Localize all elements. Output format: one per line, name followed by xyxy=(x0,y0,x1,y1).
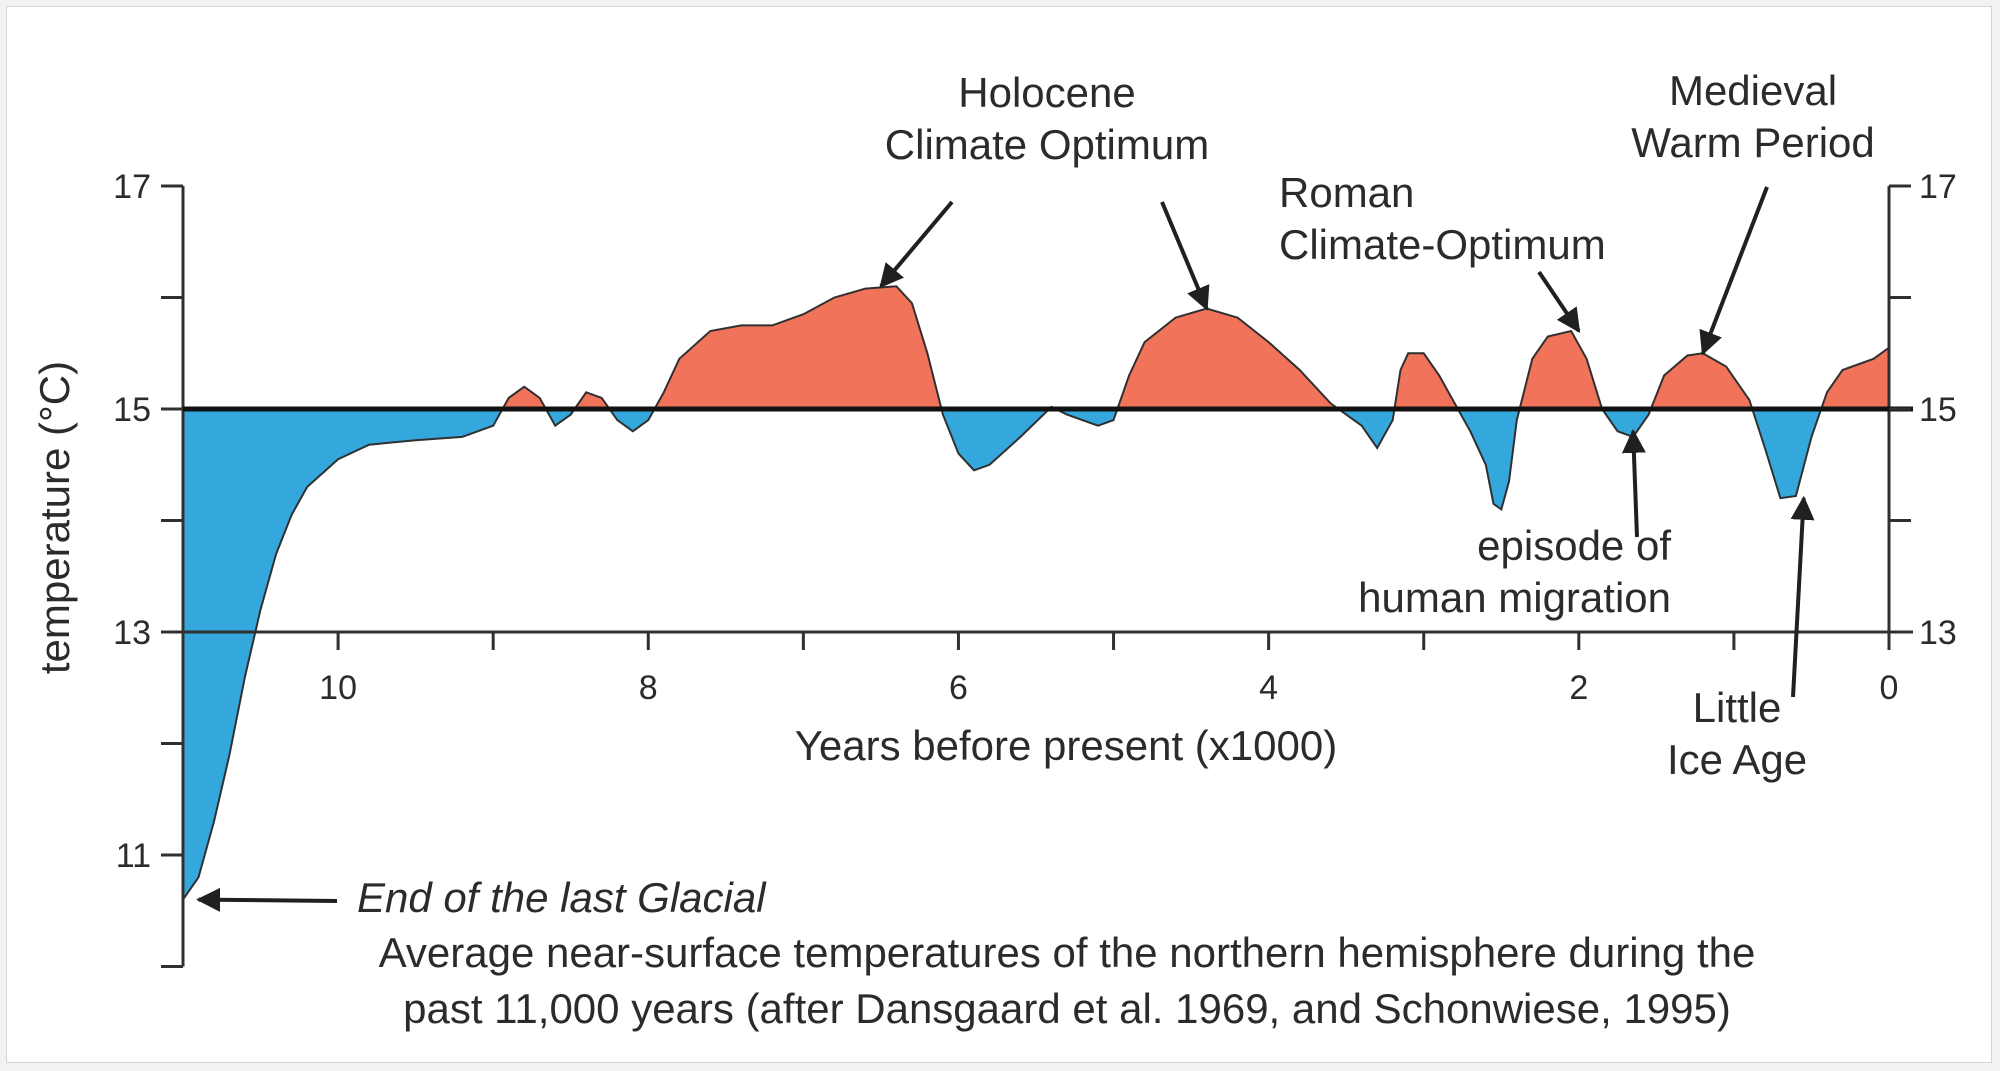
annotation-medieval: Medieval Warm Period xyxy=(1631,67,1875,166)
annotation-arrows xyxy=(196,186,1815,912)
arrow-holocene xyxy=(879,200,954,289)
y-tick-label-right: 17 xyxy=(1919,168,1957,206)
cold-area xyxy=(941,409,1050,471)
cold-area xyxy=(1055,409,1118,426)
x-tick-label: 2 xyxy=(1569,669,1588,707)
chart-ticks xyxy=(161,184,1911,968)
annotation-lia-line: Little xyxy=(1693,684,1782,731)
warm-area xyxy=(1394,353,1458,409)
figure-frame: 17 17 15 15 13 13 11 10 8 6 4 2 0 Years before presen… xyxy=(6,6,1992,1063)
annotation-migration: episode of human migration xyxy=(1358,522,1671,621)
annotation-roman-line: Roman xyxy=(1279,169,1414,216)
y-tick-label-left: 17 xyxy=(113,168,151,206)
y-tick-label-right: 15 xyxy=(1919,391,1957,429)
warm-area xyxy=(654,286,942,409)
y-tick-label-left: 13 xyxy=(113,614,151,652)
annotation-medieval-line: Warm Period xyxy=(1631,119,1875,166)
caption-line: past 11,000 years (after Dansgaard et al… xyxy=(403,985,1731,1032)
annotation-migration-line: human migration xyxy=(1358,574,1671,621)
chart-labels: 17 17 15 15 13 13 11 10 8 6 4 2 0 Years before presen… xyxy=(31,67,1957,1032)
y-tick-label-right: 13 xyxy=(1919,614,1957,652)
temperature-chart: 17 17 15 15 13 13 11 10 8 6 4 2 0 Years before presen… xyxy=(31,67,1957,1032)
annotation-roman-line: Climate-Optimum xyxy=(1279,221,1606,268)
annotation-lia: Little Ice Age xyxy=(1667,684,1807,783)
cold-area xyxy=(1752,409,1822,499)
annotation-medieval-line: Medieval xyxy=(1669,67,1837,114)
x-tick-label: 10 xyxy=(319,669,357,707)
arrow-glacial xyxy=(196,887,338,912)
cold-area xyxy=(1602,409,1651,437)
cold-area xyxy=(1457,409,1520,510)
annotation-holocene-line: Climate Optimum xyxy=(885,121,1209,168)
annotation-glacial: End of the last Glacial xyxy=(357,874,767,921)
annotation-migration-line: episode of xyxy=(1477,522,1671,569)
annotation-roman: Roman Climate-Optimum xyxy=(1279,169,1606,268)
y-tick-label-left: 15 xyxy=(113,391,151,429)
y-tick-label-left: 11 xyxy=(116,837,151,875)
warm-area xyxy=(502,386,546,409)
x-tick-label: 6 xyxy=(949,669,968,707)
annotation-holocene: Holocene Climate Optimum xyxy=(885,69,1209,168)
warm-area xyxy=(1117,308,1339,409)
cold-area xyxy=(183,409,503,900)
x-axis-title: Years before present (x1000) xyxy=(795,722,1337,769)
caption-line: Average near-surface temperatures of the… xyxy=(379,929,1756,976)
x-tick-label: 0 xyxy=(1880,669,1899,707)
chart-areas xyxy=(182,285,1890,901)
arrow-holocene xyxy=(1160,201,1210,311)
arrow-migration xyxy=(1621,428,1646,538)
annotation-lia-line: Ice Age xyxy=(1667,736,1807,783)
arrow-lia xyxy=(1790,495,1815,698)
arrow-medieval xyxy=(1699,186,1769,356)
warm-area xyxy=(1650,353,1753,409)
x-tick-label: 4 xyxy=(1259,669,1278,707)
y-axis-title: temperature (°C) xyxy=(31,361,78,674)
warm-area xyxy=(1821,347,1889,409)
annotation-glacial-line: End of the last Glacial xyxy=(357,874,767,921)
arrow-roman xyxy=(1537,270,1581,333)
cold-area xyxy=(609,409,655,432)
annotation-holocene-line: Holocene xyxy=(958,69,1135,116)
x-tick-label: 8 xyxy=(639,669,658,707)
